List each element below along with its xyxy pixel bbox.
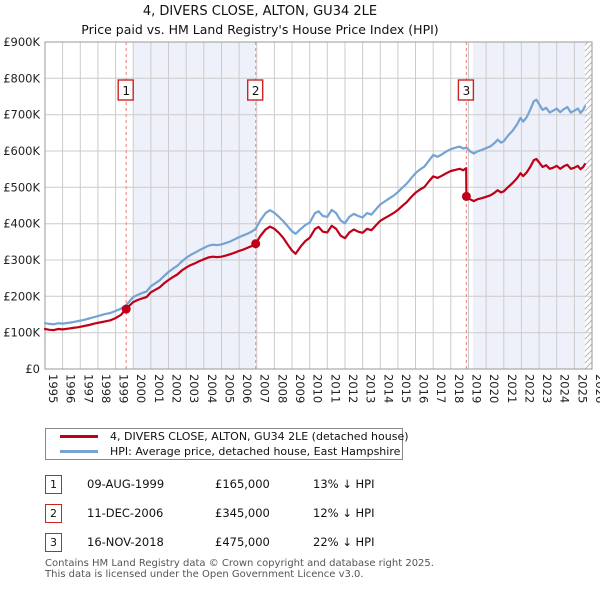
y-axis-tick-label: £600K — [3, 144, 40, 158]
sale-price: £345,000 — [215, 506, 270, 520]
x-axis-tick-label: 2006 — [240, 374, 254, 403]
sale-marker-number: 3 — [463, 84, 471, 98]
x-axis-tick-label: 1997 — [81, 374, 95, 403]
x-axis-tick-label: 2019 — [470, 374, 484, 403]
x-axis-tick-label: 2001 — [152, 374, 166, 403]
sale-date: 16-NOV-2018 — [87, 535, 164, 549]
x-axis-tick-label: 2004 — [205, 374, 219, 403]
x-axis-tick-label: 1995 — [46, 374, 60, 403]
ownership-band — [133, 42, 256, 369]
sale-point-dot — [121, 304, 131, 314]
property-line-swatch — [60, 435, 98, 438]
x-axis-tick-label: 1998 — [99, 374, 113, 403]
sale-hpi-delta: 12% ↓ HPI — [313, 506, 375, 520]
sale-point-dot — [251, 239, 261, 249]
sale-date: 09-AUG-1999 — [87, 477, 165, 491]
y-axis-tick-label: £0 — [25, 362, 40, 376]
x-axis-tick-label: 1999 — [117, 374, 131, 403]
table-row: 1 09-AUG-1999 £165,000 13% ↓ HPI — [0, 475, 600, 495]
x-axis-tick-label: 1996 — [64, 374, 78, 403]
sale-point-dot — [461, 191, 471, 201]
page-title: 4, DIVERS CLOSE, ALTON, GU34 2LE — [142, 4, 378, 19]
hpi-line-swatch — [60, 450, 98, 453]
hpi-line — [43, 98, 587, 326]
x-axis-tick-label: 2012 — [346, 374, 360, 403]
sale-marker-box — [457, 79, 475, 101]
table-row: 3 16-NOV-2018 £475,000 22% ↓ HPI — [0, 533, 600, 553]
x-axis-tick-label: 2010 — [311, 374, 325, 403]
ownership-band — [472, 42, 585, 369]
x-axis-tick-label: 2007 — [258, 374, 272, 403]
x-axis-tick-label: 2013 — [364, 374, 378, 403]
legend-label-hpi: HPI: Average price, detached house, East… — [110, 445, 401, 458]
sale-price: £165,000 — [215, 477, 270, 491]
sale-number-badge: 1 — [45, 475, 62, 494]
footer-line-licence: This data is licensed under the Open Gov… — [45, 569, 364, 580]
legend-label-property: 4, DIVERS CLOSE, ALTON, GU34 2LE (detach… — [110, 430, 409, 443]
x-axis-tick-label: 2000 — [134, 374, 148, 403]
y-axis-tick-label: £400K — [3, 217, 40, 231]
x-axis-tick-label: 2020 — [487, 374, 501, 403]
chart-legend: 4, DIVERS CLOSE, ALTON, GU34 2LE (detach… — [45, 428, 409, 460]
y-axis-tick-label: £700K — [3, 108, 40, 122]
property-price-line — [43, 157, 587, 332]
license-footer: Contains HM Land Registry data © Crown c… — [45, 558, 434, 580]
x-axis-tick-label: 2015 — [399, 374, 413, 403]
x-axis-tick-label: 2011 — [328, 374, 342, 403]
x-axis-tick-label: 2022 — [522, 374, 536, 403]
footer-line-copyright: Contains HM Land Registry data © Crown c… — [45, 558, 434, 569]
x-axis-tick-label: 2009 — [293, 374, 307, 403]
legend-item-hpi: HPI: Average price, detached house, East… — [46, 444, 402, 459]
future-hatch-band — [584, 42, 592, 369]
sale-marker-box — [117, 79, 134, 101]
sale-number-badge: 3 — [45, 533, 62, 552]
sale-number-badge: 2 — [45, 504, 62, 523]
x-axis-tick-label: 2025 — [575, 374, 589, 403]
y-axis-tick-label: £500K — [3, 180, 40, 194]
sale-date: 11-DEC-2006 — [87, 506, 164, 520]
x-axis-tick-label: 2018 — [452, 374, 466, 403]
x-axis-tick-label: 2002 — [170, 374, 184, 403]
x-axis-tick-label: 2016 — [417, 374, 431, 403]
sale-hpi-delta: 13% ↓ HPI — [313, 477, 375, 491]
sale-price: £475,000 — [215, 535, 270, 549]
x-axis-tick-label: 2014 — [381, 374, 395, 403]
plot-border — [44, 41, 593, 370]
sale-hpi-delta: 22% ↓ HPI — [313, 535, 375, 549]
legend-item-property: 4, DIVERS CLOSE, ALTON, GU34 2LE (detach… — [46, 429, 409, 444]
sale-marker-number: 2 — [252, 84, 260, 98]
x-axis-tick-label: 2005 — [223, 374, 237, 403]
price-chart: 1 2 3 £0 £100K £200K £300K £400K £500K £600K £70… — [3, 35, 600, 403]
x-axis-tick-label: 2024 — [558, 374, 572, 403]
x-axis-tick-label: 2003 — [187, 374, 201, 403]
y-axis-tick-label: £800K — [3, 71, 40, 85]
x-axis-tick-label: 2017 — [434, 374, 448, 403]
table-row: 2 11-DEC-2006 £345,000 12% ↓ HPI — [0, 504, 600, 524]
x-axis-tick-label: 2026 — [593, 374, 600, 403]
sale-marker-number: 1 — [122, 84, 130, 98]
y-axis-tick-label: £200K — [3, 289, 40, 303]
y-axis-tick-label: £900K — [3, 35, 40, 49]
x-axis-tick-label: 2008 — [275, 374, 289, 403]
chart-title-block: 4, DIVERS CLOSE, ALTON, GU34 2LE Price p… — [0, 4, 520, 37]
x-axis-tick-label: 2021 — [505, 374, 519, 403]
page-subtitle: Price paid vs. HM Land Registry's House … — [81, 22, 439, 37]
x-axis-tick-label: 2023 — [540, 374, 554, 403]
sale-marker-box — [246, 79, 264, 101]
y-axis-tick-label: £100K — [3, 326, 40, 340]
y-axis-tick-label: £300K — [3, 253, 40, 267]
